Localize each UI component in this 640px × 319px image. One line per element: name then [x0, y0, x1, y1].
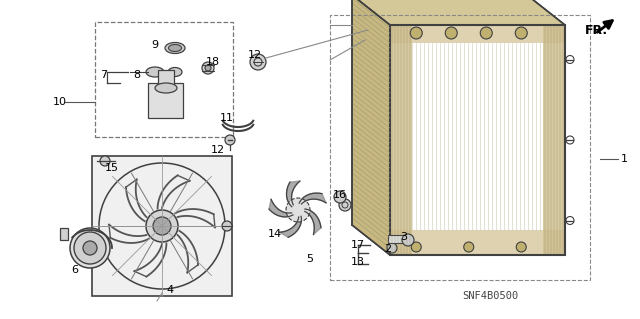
Circle shape	[387, 243, 397, 253]
Bar	[95, 22, 233, 137]
Text: 4: 4	[166, 285, 173, 295]
Text: 10: 10	[53, 97, 67, 107]
Text: 16: 16	[333, 190, 347, 200]
Circle shape	[464, 242, 474, 252]
Circle shape	[153, 217, 171, 235]
Polygon shape	[390, 25, 565, 43]
Circle shape	[205, 65, 211, 71]
Circle shape	[83, 241, 97, 255]
Circle shape	[74, 232, 106, 264]
Circle shape	[250, 54, 266, 70]
Circle shape	[334, 191, 346, 203]
Circle shape	[412, 242, 421, 252]
Ellipse shape	[168, 44, 182, 51]
Text: 3: 3	[401, 232, 408, 242]
Bar	[330, 15, 590, 280]
Polygon shape	[543, 25, 565, 255]
Circle shape	[515, 27, 527, 39]
Text: 7: 7	[100, 70, 108, 80]
Text: 15: 15	[105, 163, 119, 173]
Bar	[388, 235, 406, 243]
Text: SNF4B0500: SNF4B0500	[462, 291, 518, 301]
Circle shape	[146, 210, 178, 242]
Polygon shape	[300, 193, 326, 204]
Circle shape	[225, 135, 235, 145]
Bar	[158, 70, 174, 88]
Polygon shape	[305, 209, 321, 234]
Circle shape	[286, 198, 310, 222]
Text: 12: 12	[211, 145, 225, 155]
Text: 2: 2	[385, 244, 392, 254]
Ellipse shape	[168, 68, 182, 77]
Circle shape	[410, 27, 422, 39]
Text: 18: 18	[206, 57, 220, 67]
Text: 1: 1	[621, 154, 627, 164]
Bar	[60, 228, 68, 240]
Text: 9: 9	[152, 40, 159, 50]
Text: 8: 8	[133, 70, 141, 80]
Circle shape	[480, 27, 492, 39]
Text: 14: 14	[268, 229, 282, 239]
Text: 6: 6	[72, 265, 79, 275]
Circle shape	[445, 27, 457, 39]
Polygon shape	[269, 199, 293, 217]
Text: 11: 11	[220, 113, 234, 123]
Circle shape	[70, 228, 110, 268]
Text: 5: 5	[307, 254, 314, 264]
Circle shape	[516, 242, 526, 252]
Circle shape	[292, 204, 304, 216]
Bar	[390, 25, 565, 255]
Polygon shape	[390, 25, 412, 255]
Ellipse shape	[165, 42, 185, 54]
Bar	[148, 83, 183, 118]
Bar	[92, 156, 232, 296]
Circle shape	[202, 62, 214, 74]
Polygon shape	[280, 216, 301, 237]
Circle shape	[100, 156, 110, 166]
Polygon shape	[352, 0, 565, 25]
Ellipse shape	[155, 83, 177, 93]
Polygon shape	[287, 181, 300, 207]
Circle shape	[339, 199, 351, 211]
Circle shape	[222, 221, 232, 231]
Circle shape	[402, 234, 414, 246]
Text: FR.: FR.	[585, 24, 608, 36]
Polygon shape	[390, 230, 565, 255]
Text: 17: 17	[351, 240, 365, 250]
Polygon shape	[352, 0, 390, 255]
Ellipse shape	[146, 67, 164, 77]
Text: 13: 13	[351, 257, 365, 267]
Text: 12: 12	[248, 50, 262, 60]
